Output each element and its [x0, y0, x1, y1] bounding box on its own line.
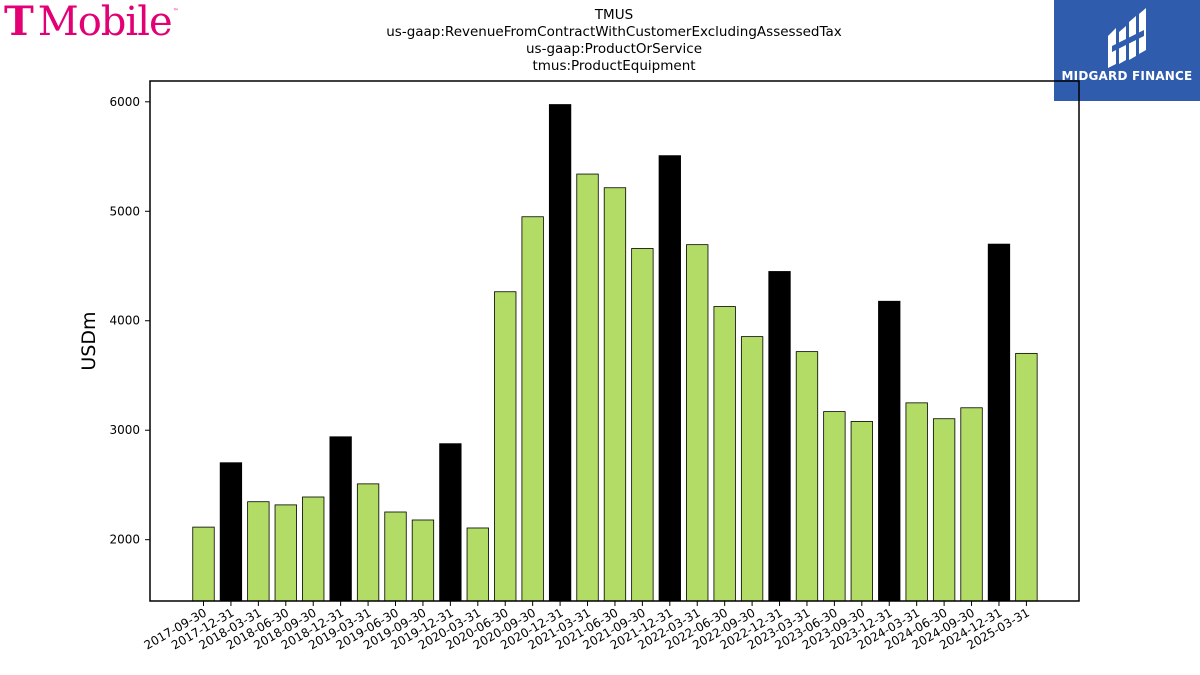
- bar-2018-06-30: [274, 504, 297, 602]
- bar-2017-09-30: [192, 526, 215, 602]
- y-tick-label: 6000: [109, 95, 140, 109]
- trademark-symbol: ™: [172, 8, 179, 15]
- y-tick-label: 4000: [109, 314, 140, 328]
- x-axis: 2017-09-302017-12-312018-03-312018-06-30…: [142, 601, 1032, 652]
- bar-2019-03-31: [356, 483, 380, 602]
- bar-2020-09-30: [521, 216, 544, 602]
- bar-2021-03-31: [576, 173, 599, 602]
- bar-2017-12-31: [219, 462, 243, 602]
- y-tick-label: 5000: [109, 204, 140, 218]
- bar-2024-12-31: [987, 243, 1011, 602]
- bar-2020-03-31: [466, 527, 489, 602]
- bar-2022-06-30: [713, 306, 736, 602]
- t-mobile-logo: T Mobile ™: [4, 0, 179, 44]
- bar-2023-09-30: [850, 421, 873, 602]
- midgard-mark-icon: [1108, 8, 1146, 68]
- t-mobile-wordmark: Mobile: [37, 0, 173, 45]
- bar-2023-06-30: [823, 411, 846, 602]
- bar-2019-06-30: [384, 511, 407, 602]
- t-mobile-t-glyph: T: [4, 0, 34, 45]
- bar-2019-09-30: [411, 519, 435, 602]
- y-axis-label: USDm: [78, 311, 100, 370]
- bar-2024-06-30: [932, 418, 956, 602]
- chart-title-line-1: TMUS: [594, 7, 634, 23]
- y-tick-label: 3000: [109, 423, 140, 437]
- chart-title-line-4: tmus:ProductEquipment: [532, 58, 696, 74]
- bar-2023-03-31: [795, 351, 819, 602]
- bar-2021-12-31: [658, 155, 681, 602]
- bar-2020-12-31: [548, 104, 572, 602]
- midgard-finance-name: MIDGARD FINANCE: [1061, 69, 1193, 83]
- bar-2025-03-31: [1015, 352, 1038, 602]
- bar-2020-06-30: [494, 291, 517, 602]
- bar-2018-03-31: [247, 501, 270, 602]
- bar-2024-03-31: [905, 402, 928, 602]
- bar-2021-09-30: [631, 248, 654, 602]
- y-axis: 2000 3000 4000 5000 6000: [109, 95, 150, 547]
- y-tick-label: 2000: [109, 533, 140, 547]
- bar-2021-06-30: [603, 187, 627, 602]
- bar-2022-03-31: [686, 244, 709, 602]
- bar-2022-09-30: [740, 336, 764, 602]
- chart-title-line-3: us-gaap:ProductOrService: [525, 41, 703, 57]
- midgard-finance-logo: MIDGARD FINANCE: [1054, 0, 1200, 101]
- bars-group: [192, 104, 1038, 602]
- bar-2024-09-30: [960, 407, 983, 602]
- bar-2018-09-30: [302, 496, 325, 602]
- bar-2018-12-31: [329, 436, 352, 602]
- bar-2019-12-31: [439, 443, 462, 602]
- chart-title: TMUS us-gaap:RevenueFromContractWithCust…: [300, 7, 928, 75]
- bar-2023-12-31: [878, 300, 901, 602]
- chart-title-line-2: us-gaap:RevenueFromContractWithCustomerE…: [386, 24, 842, 40]
- bar-2022-12-31: [768, 271, 791, 602]
